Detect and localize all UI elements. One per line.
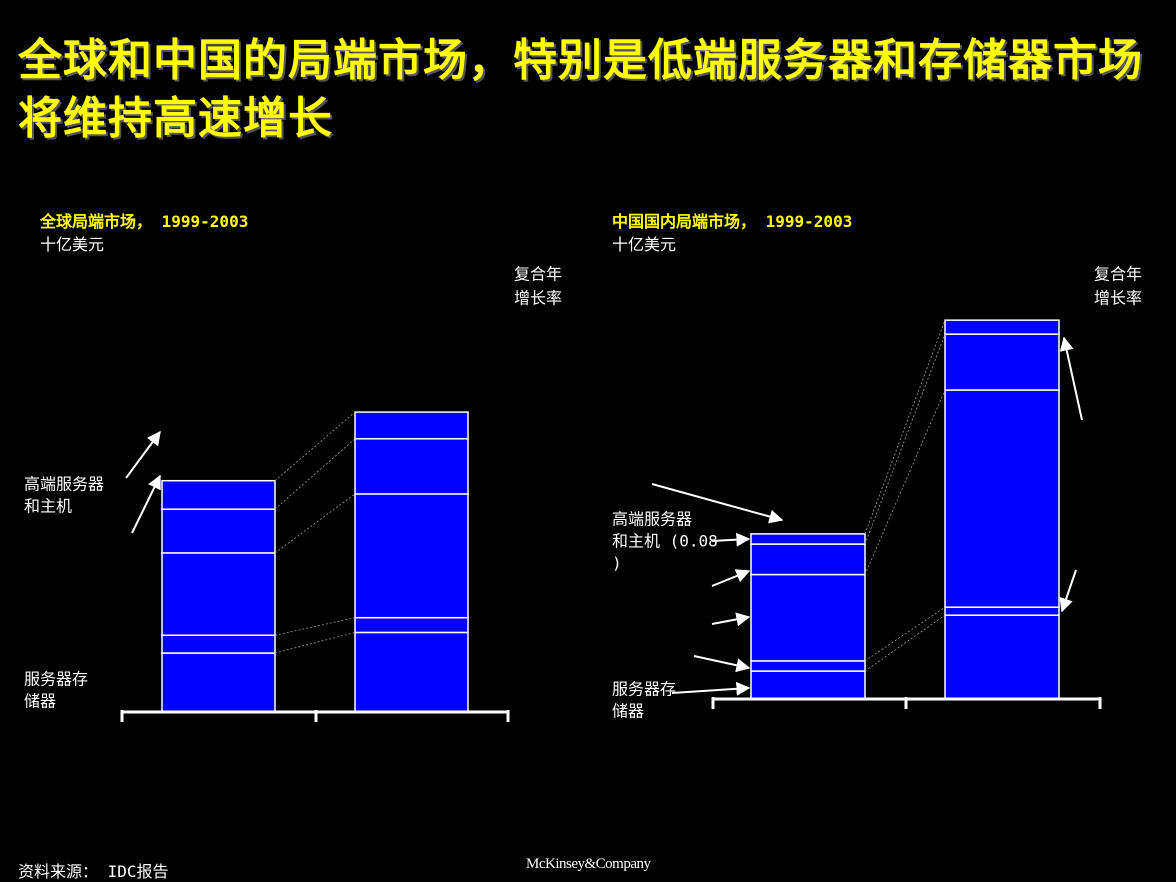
bar-segment [354,411,469,440]
bar-segment [354,438,469,495]
series-label: 和主机 (0.08 [612,532,718,551]
chart-title-china: 中国国内局端市场， 1999-2003 [612,212,853,231]
connector-line [864,389,946,575]
bar-segment [944,606,1060,616]
connector-line [274,632,356,654]
series-label: 储器 [24,692,56,711]
bar-segment [354,631,469,713]
connector-line [864,333,946,545]
pointer-arrow [693,655,751,673]
bar-segment [354,616,469,634]
bar-segment [161,552,276,636]
pointer-arrow [711,569,751,587]
bar-segment [161,479,276,510]
pointer-arrow [131,474,161,534]
cagr-header: 复合年 [1094,265,1142,284]
connector-line [274,438,356,510]
bar-segment [750,543,866,576]
mckinsey-logo: McKinsey&Company [526,856,651,872]
connector-line [274,411,356,482]
series-label: 高端服务器 [24,475,104,494]
pointer-arrow [1059,336,1083,421]
series-label: 服务器存 [24,670,88,689]
bar-segment [750,573,866,662]
bar-segment [944,319,1060,335]
series-label: 服务器存 [612,680,676,699]
series-label: ) [612,554,622,573]
pointer-arrow [711,532,751,547]
bar-segment [161,508,276,554]
page-title: 全球和中国的局端市场，特别是低端服务器和存储器市场将维持高速增长 [18,35,1143,144]
series-label: 储器 [612,702,644,721]
unit-label-global: 十亿美元 [40,235,105,254]
chart-title-global: 全球局端市场， 1999-2003 [40,212,249,231]
pointer-arrow [1059,569,1077,613]
bar-segment [750,533,866,545]
source-note: 资料来源： IDC报告 [18,862,169,881]
bar-segment [944,389,1060,608]
connector-line [864,614,946,672]
cagr-header: 增长率 [1094,289,1142,308]
bar-segment [750,660,866,672]
cagr-header: 复合年 [514,265,562,284]
connector-line [864,320,946,535]
connector-line [274,617,356,636]
unit-label-china: 十亿美元 [612,235,677,254]
connector-line [864,606,946,662]
pointer-arrow [125,430,161,479]
connector-line [274,493,356,554]
pointer-arrow [671,681,751,696]
pointer-arrow [651,483,784,524]
series-label: 和主机 [24,497,72,516]
bar-segment [750,670,866,700]
bar-segment [161,652,276,713]
series-label: 高端服务器 [612,510,692,529]
bar-segment [944,333,1060,391]
bar-segment [161,634,276,654]
bar-segment [354,493,469,619]
pointer-arrow [711,612,751,627]
bar-segment [944,614,1060,700]
cagr-header: 增长率 [514,289,562,308]
